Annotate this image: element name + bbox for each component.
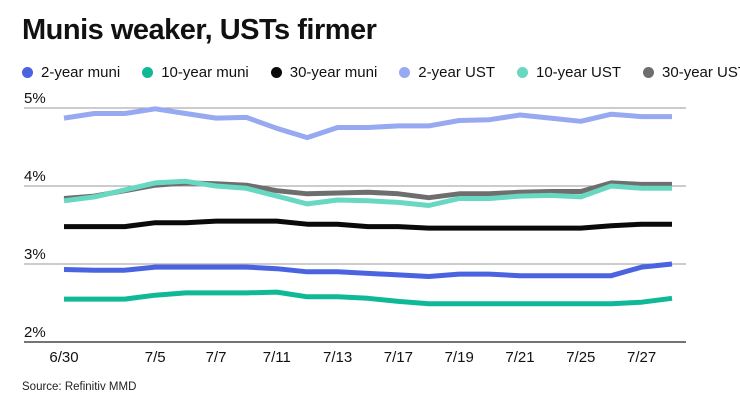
- series-line-2-year-muni: [63, 261, 673, 279]
- legend-marker-10-year-muni: [142, 67, 154, 78]
- x-tick-label: 7/25: [566, 349, 595, 366]
- y-tick-label: 5%: [24, 90, 46, 107]
- legend-item-10-year-muni: 10-year muni: [142, 64, 249, 81]
- series-line-2-year-ust: [63, 106, 672, 141]
- x-tick-label: 7/17: [384, 349, 413, 366]
- legend-label-2-year-muni: 2-year muni: [41, 64, 121, 81]
- series-line-30-year-muni: [64, 218, 672, 231]
- legend-label-10-year-ust: 10-year UST: [535, 64, 622, 81]
- x-tick-label: 7/11: [263, 349, 291, 366]
- legend-item-10-year-ust: 10-year UST: [516, 64, 622, 81]
- legend-item-30-year-muni: 30-year muni: [270, 64, 378, 81]
- legend-item-30-year-ust: 30-year UST: [643, 64, 740, 81]
- series-line-10-year-ust: [63, 178, 672, 208]
- x-tick-label: 7/7: [206, 349, 227, 366]
- x-tick-label: 7/5: [145, 349, 166, 366]
- legend-marker-10-year-ust: [516, 67, 528, 78]
- legend-label-30-year-ust: 30-year UST: [662, 64, 740, 81]
- x-tick-label: 7/13: [323, 349, 352, 366]
- chart-legend: 2-year muni 10-year muni 30-year muni 2-…: [22, 64, 740, 81]
- y-tick-label: 4%: [24, 168, 46, 185]
- x-tick-label: 7/27: [627, 349, 656, 366]
- legend-marker-2-year-ust: [399, 67, 411, 78]
- chart-source: Source: Refinitiv MMD: [22, 381, 137, 393]
- chart-title: Munis weaker, USTs firmer: [22, 14, 377, 46]
- y-tick-label: 2%: [24, 324, 46, 341]
- legend-item-2-year-muni: 2-year muni: [22, 64, 120, 81]
- x-tick-label: 7/19: [445, 349, 474, 366]
- x-tick-label: 6/30: [49, 349, 78, 366]
- series-line-10-year-muni: [64, 289, 673, 307]
- legend-item-2-year-ust: 2-year UST: [399, 64, 495, 81]
- legend-label-30-year-muni: 30-year muni: [289, 64, 378, 81]
- legend-label-2-year-ust: 2-year UST: [418, 64, 495, 81]
- legend-label-10-year-muni: 10-year muni: [161, 64, 249, 81]
- legend-marker-2-year-muni: [22, 67, 33, 78]
- y-tick-label: 3%: [24, 246, 46, 263]
- legend-marker-30-year-muni: [270, 67, 282, 78]
- x-tick-label: 7/21: [505, 349, 534, 366]
- legend-marker-30-year-ust: [643, 67, 655, 78]
